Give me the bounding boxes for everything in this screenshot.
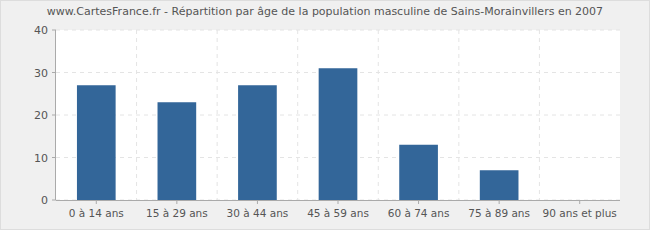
y-tick-label: 0 [41,194,48,207]
chart: www.CartesFrance.fr - Répartition par âg… [0,0,650,230]
bar [77,85,116,200]
x-tick-label: 30 à 44 ans [227,207,289,219]
plot-area [56,30,620,200]
background [1,1,650,230]
x-axis [56,200,620,201]
x-tick-label: 60 à 74 ans [388,207,450,219]
y-tick-label: 10 [34,152,48,165]
bar [560,200,599,201]
title: www.CartesFrance.fr - Répartition par âg… [47,5,603,18]
x-tick-label: 90 ans et plus [543,207,617,219]
bar [480,170,519,200]
y-tick-label: 30 [34,67,48,80]
y-axis [55,30,56,200]
bar [399,145,438,200]
bar [238,85,277,200]
grid-line [56,30,620,31]
x-tick-label: 0 à 14 ans [69,207,124,219]
x-tick-label: 15 à 29 ans [146,207,208,219]
bar [158,102,197,200]
y-tick-label: 20 [34,109,48,122]
y-tick-label: 40 [34,24,48,37]
x-tick-label: 75 à 89 ans [468,207,530,219]
bars [77,68,519,200]
bar [319,68,358,200]
x-tick-label: 45 à 59 ans [307,207,369,219]
